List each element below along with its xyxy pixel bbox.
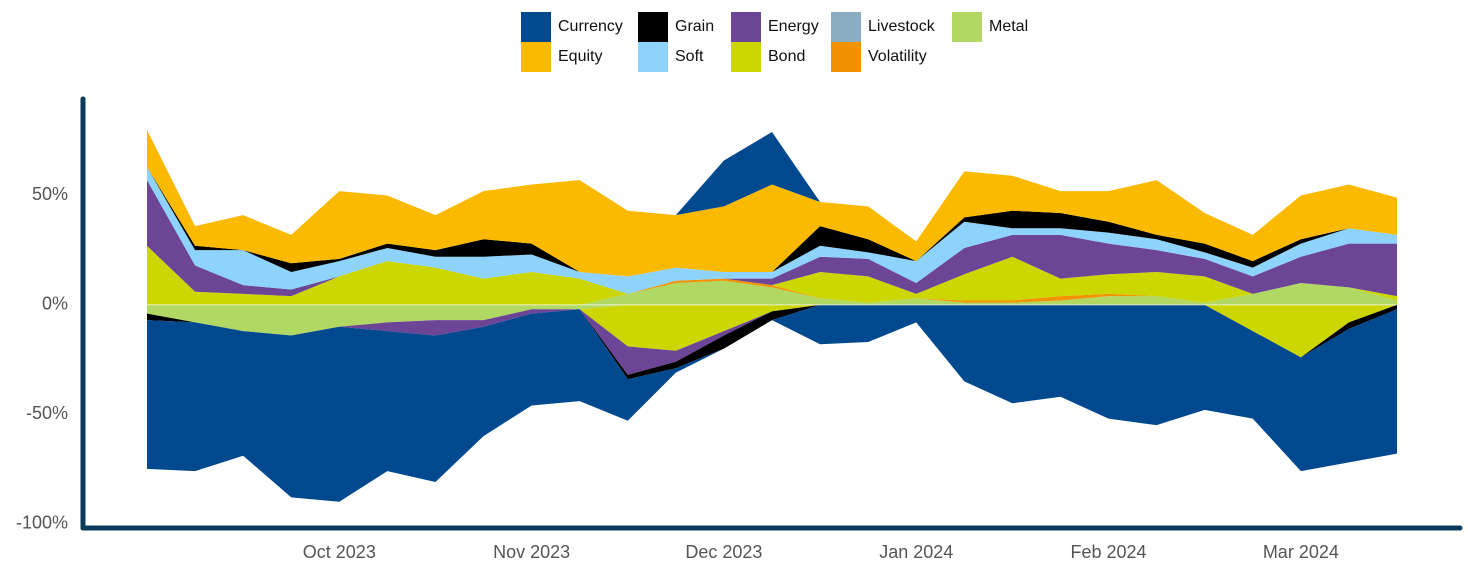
- legend-swatch: [521, 42, 551, 72]
- legend-swatch: [831, 12, 861, 42]
- legend-label: Metal: [989, 18, 1028, 35]
- legend-swatch: [831, 42, 861, 72]
- area: [147, 129, 1397, 242]
- plot-area: [147, 129, 1397, 502]
- legend-label: Grain: [675, 18, 714, 35]
- x-tick-label: Dec 2023: [685, 542, 762, 562]
- area: [147, 304, 1397, 375]
- legend-label: Currency: [558, 18, 623, 35]
- legend-swatch: [731, 42, 761, 72]
- x-tick-label: Feb 2024: [1071, 542, 1147, 562]
- area: [147, 304, 1397, 502]
- y-tick-label: 0%: [42, 294, 68, 314]
- legend-swatch: [731, 12, 761, 42]
- legend-swatch: [638, 12, 668, 42]
- x-tick-label: Mar 2024: [1263, 542, 1339, 562]
- legend-label: Soft: [675, 48, 704, 65]
- area: [147, 304, 1397, 358]
- area: [147, 304, 1397, 380]
- legend-swatch: [638, 42, 668, 72]
- legend-label: Equity: [558, 48, 602, 65]
- legend-label: Livestock: [868, 18, 936, 35]
- x-tick-label: Oct 2023: [303, 542, 376, 562]
- axes: [80, 96, 1463, 531]
- x-tick-label: Nov 2023: [493, 542, 570, 562]
- area: [147, 280, 1397, 305]
- area: [147, 167, 1397, 294]
- legend-label: Volatility: [868, 48, 927, 65]
- legend-swatch: [952, 12, 982, 42]
- legend-label: Bond: [768, 48, 805, 65]
- legend-swatch: [521, 12, 551, 42]
- area: [147, 129, 1397, 277]
- area: [147, 167, 1397, 277]
- area: [147, 304, 1397, 336]
- legend-label: Energy: [768, 18, 819, 35]
- y-tick-label: -50%: [26, 403, 68, 423]
- y-tick-label: -100%: [16, 512, 68, 532]
- y-tick-label: 50%: [32, 184, 68, 204]
- area: [147, 180, 1397, 297]
- x-tick-label: Jan 2024: [879, 542, 953, 562]
- area: [147, 245, 1397, 305]
